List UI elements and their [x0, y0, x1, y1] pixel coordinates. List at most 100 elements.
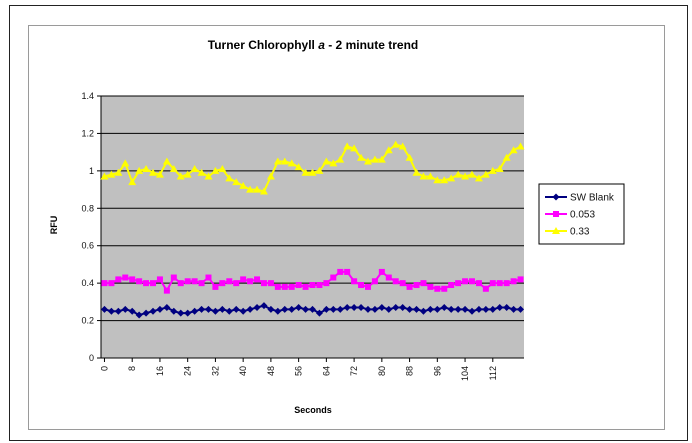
data-point [212, 283, 219, 290]
data-point [509, 146, 518, 154]
data-point [107, 170, 116, 178]
data-point [136, 278, 143, 285]
data-point [371, 305, 379, 313]
data-point [378, 268, 385, 275]
data-point [398, 142, 407, 150]
data-point [323, 280, 330, 287]
legend-entry: 0.053 [570, 210, 595, 221]
data-point [489, 305, 497, 313]
data-point [205, 274, 212, 281]
data-point [267, 280, 274, 287]
data-point [142, 164, 151, 172]
data-point [197, 168, 206, 176]
data-point [254, 276, 261, 283]
data-point [163, 303, 171, 311]
data-point [170, 307, 178, 315]
data-point [427, 283, 434, 290]
data-point [281, 283, 288, 290]
data-point [447, 174, 456, 182]
data-point [468, 278, 475, 285]
data-point [108, 280, 115, 287]
data-point [516, 142, 525, 150]
y-tick-label: 1 [89, 166, 94, 176]
data-point [358, 282, 365, 289]
data-point [143, 280, 150, 287]
data-point [391, 140, 400, 148]
data-point [184, 309, 192, 317]
data-point [364, 305, 372, 313]
x-tick-label: 64 [321, 366, 331, 376]
data-point [420, 280, 427, 287]
data-point [406, 305, 414, 313]
series-sw-blank [100, 302, 525, 319]
data-point [169, 164, 178, 172]
data-point [211, 307, 219, 315]
y-tick-label: 0 [89, 353, 94, 363]
data-point [259, 187, 268, 195]
data-point [121, 305, 129, 313]
data-point [336, 155, 345, 163]
data-point [441, 285, 448, 292]
data-point [496, 303, 504, 311]
data-point [288, 305, 296, 313]
data-point [260, 280, 267, 287]
data-point [474, 174, 483, 182]
data-point [426, 172, 435, 180]
x-tick-label: 32 [210, 366, 220, 376]
data-point [329, 159, 338, 167]
data-point [135, 166, 144, 174]
x-axis-label: Seconds [294, 405, 332, 415]
data-point [184, 278, 191, 285]
data-point [266, 172, 275, 180]
data-point [204, 172, 213, 180]
data-point [149, 307, 157, 315]
data-point [135, 311, 143, 319]
data-point [357, 153, 366, 161]
x-tick-label: 56 [294, 366, 304, 376]
data-point [198, 280, 205, 287]
series-0-053 [101, 268, 524, 294]
data-point [233, 280, 240, 287]
data-point [496, 280, 503, 287]
data-point [350, 303, 358, 311]
data-point [274, 283, 281, 290]
data-point [309, 282, 316, 289]
data-point [280, 157, 289, 165]
data-point [170, 274, 177, 281]
data-point [295, 282, 302, 289]
data-point [461, 305, 469, 313]
legend-entry: SW Blank [570, 193, 615, 204]
data-point [218, 164, 227, 172]
y-axis-label: RFU [49, 216, 59, 235]
plot-area [101, 96, 524, 358]
legend-swatch-marker [552, 193, 560, 201]
x-tick-label: 24 [183, 366, 193, 376]
data-point [392, 303, 400, 311]
data-point [413, 305, 421, 313]
data-point [183, 170, 192, 178]
data-point [351, 278, 358, 285]
data-point [218, 305, 226, 313]
data-point [128, 307, 136, 315]
data-point [198, 305, 206, 313]
data-point [364, 283, 371, 290]
y-tick-label: 0.4 [81, 278, 94, 288]
data-point [503, 303, 511, 311]
data-point [448, 282, 455, 289]
data-point [232, 305, 240, 313]
data-point [343, 142, 352, 150]
data-point [107, 307, 115, 315]
data-point [225, 174, 234, 182]
data-point [322, 157, 331, 165]
data-point [440, 176, 449, 184]
data-point [371, 278, 378, 285]
data-point [302, 305, 310, 313]
data-point [309, 305, 316, 313]
x-tick-label: 96 [432, 366, 442, 376]
data-point [337, 268, 344, 275]
data-point [462, 278, 469, 285]
data-point [510, 305, 518, 313]
data-point [467, 170, 476, 178]
data-point [377, 155, 386, 163]
data-point [412, 168, 421, 176]
